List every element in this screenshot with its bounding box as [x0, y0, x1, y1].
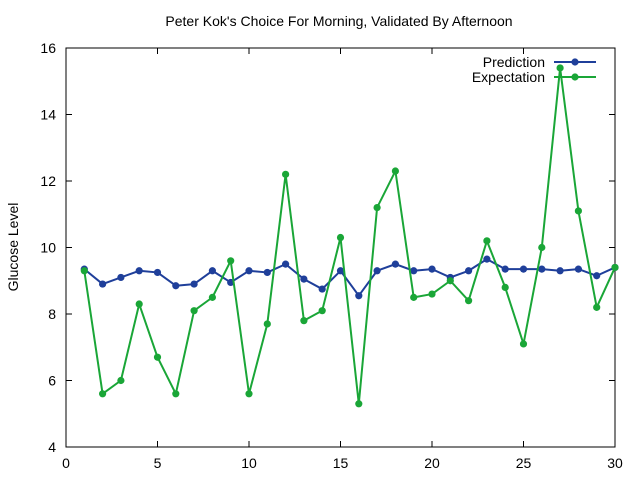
- y-tick-label: 16: [40, 40, 56, 56]
- data-point-prediction: [172, 282, 180, 290]
- data-point-prediction: [135, 267, 143, 275]
- data-point-expectation: [519, 340, 528, 348]
- legend-label: Expectation: [472, 69, 545, 85]
- series-expectation: [80, 64, 619, 408]
- data-point-prediction: [574, 265, 583, 273]
- data-point-prediction: [153, 268, 162, 277]
- data-point-expectation: [318, 307, 326, 315]
- y-tick-label: 10: [40, 240, 56, 256]
- data-point-prediction: [410, 267, 418, 275]
- data-point-expectation: [501, 283, 509, 291]
- series-prediction: [80, 255, 619, 300]
- data-point-expectation: [263, 320, 271, 328]
- data-point-expectation: [99, 390, 107, 398]
- data-point-prediction: [117, 273, 125, 282]
- data-point-expectation: [227, 257, 235, 265]
- chart-title: Peter Kok's Choice For Morning, Validate…: [165, 13, 512, 29]
- legend-marker: [571, 58, 579, 66]
- data-point-prediction: [300, 275, 308, 283]
- data-point-expectation: [593, 303, 601, 311]
- y-tick-label: 12: [40, 173, 56, 189]
- axis-ticks: 0 5 10 15 20 25 30 4 6 8 10 12 14 16: [40, 40, 623, 471]
- series-line-expectation: [83, 66, 616, 405]
- legend-marker: [571, 73, 579, 81]
- data-point-expectation: [355, 400, 363, 408]
- data-point-expectation: [208, 293, 216, 301]
- x-tick-label: 30: [607, 455, 623, 471]
- data-point-expectation: [465, 297, 473, 305]
- x-tick-label: 15: [333, 455, 349, 471]
- data-point-prediction: [593, 272, 601, 280]
- data-point-prediction: [190, 280, 198, 288]
- data-point-prediction: [391, 260, 399, 268]
- data-point-prediction: [318, 285, 326, 293]
- x-tick-label: 5: [154, 455, 162, 471]
- data-point-prediction: [245, 267, 253, 275]
- legend-label: Prediction: [483, 54, 545, 70]
- legend-item-prediction: Prediction: [483, 54, 596, 70]
- data-point-expectation: [483, 237, 491, 245]
- data-point-prediction: [501, 265, 509, 273]
- data-point-prediction: [483, 255, 491, 263]
- data-point-expectation: [336, 233, 345, 242]
- data-point-prediction: [538, 265, 546, 273]
- data-point-prediction: [556, 267, 564, 275]
- data-point-expectation: [153, 353, 162, 361]
- data-point-expectation: [373, 204, 381, 212]
- y-tick-label: 14: [40, 107, 56, 123]
- x-tick-label: 25: [516, 455, 532, 471]
- data-point-prediction: [355, 292, 363, 300]
- data-point-expectation: [574, 207, 583, 215]
- data-point-prediction: [208, 267, 216, 275]
- data-point-expectation: [80, 267, 88, 275]
- data-point-prediction: [428, 265, 436, 273]
- y-tick-label: 4: [48, 439, 56, 455]
- x-tick-label: 0: [62, 455, 70, 471]
- data-point-prediction: [263, 268, 271, 277]
- data-point-expectation: [446, 277, 454, 285]
- data-point-expectation: [391, 167, 399, 175]
- data-point-prediction: [519, 265, 528, 273]
- legend-item-expectation: Expectation: [472, 69, 596, 85]
- series-layer: [80, 64, 619, 408]
- data-point-prediction: [373, 267, 381, 275]
- data-point-expectation: [190, 307, 198, 315]
- data-point-expectation: [172, 390, 180, 398]
- data-point-prediction: [465, 267, 473, 275]
- data-point-prediction: [99, 280, 107, 288]
- data-point-expectation: [117, 376, 125, 385]
- data-point-expectation: [135, 300, 143, 308]
- data-point-expectation: [428, 290, 436, 298]
- data-point-expectation: [282, 170, 290, 178]
- data-point-expectation: [538, 243, 546, 252]
- plot-frame: [65, 47, 616, 448]
- y-axis-label: Glucose Level: [5, 203, 21, 292]
- data-point-prediction: [336, 267, 345, 275]
- y-tick-label: 8: [48, 306, 56, 322]
- data-point-prediction: [282, 260, 290, 268]
- data-point-expectation: [410, 293, 418, 301]
- data-point-expectation: [556, 64, 564, 72]
- data-point-expectation: [245, 390, 253, 398]
- data-point-expectation: [300, 317, 308, 325]
- y-tick-label: 6: [48, 373, 56, 389]
- x-tick-label: 20: [424, 455, 440, 471]
- data-point-expectation: [611, 263, 619, 272]
- x-tick-label: 10: [241, 455, 257, 471]
